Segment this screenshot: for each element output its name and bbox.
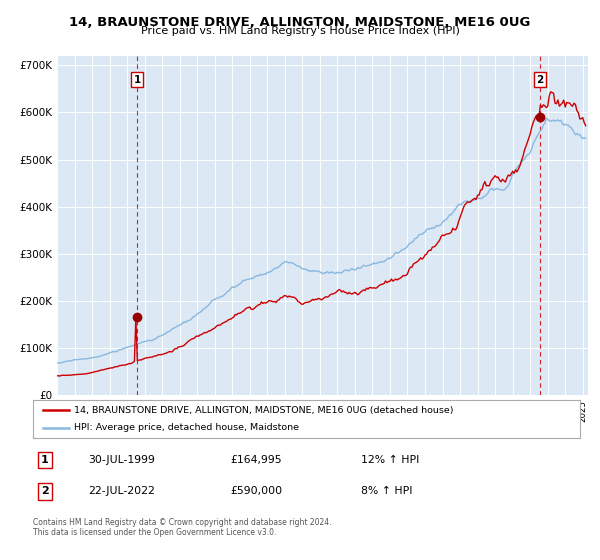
Text: 1: 1 <box>41 455 49 465</box>
Text: 14, BRAUNSTONE DRIVE, ALLINGTON, MAIDSTONE, ME16 0UG: 14, BRAUNSTONE DRIVE, ALLINGTON, MAIDSTO… <box>70 16 530 29</box>
Text: Contains HM Land Registry data © Crown copyright and database right 2024.
This d: Contains HM Land Registry data © Crown c… <box>33 518 331 538</box>
Text: 22-JUL-2022: 22-JUL-2022 <box>88 487 155 496</box>
Text: £590,000: £590,000 <box>230 487 282 496</box>
Text: £164,995: £164,995 <box>230 455 281 465</box>
Text: Price paid vs. HM Land Registry's House Price Index (HPI): Price paid vs. HM Land Registry's House … <box>140 26 460 36</box>
Text: 2: 2 <box>536 74 544 85</box>
Text: 8% ↑ HPI: 8% ↑ HPI <box>361 487 413 496</box>
Text: 1: 1 <box>134 74 141 85</box>
Text: 30-JUL-1999: 30-JUL-1999 <box>88 455 155 465</box>
Text: 2: 2 <box>41 487 49 496</box>
Text: 12% ↑ HPI: 12% ↑ HPI <box>361 455 419 465</box>
Text: 14, BRAUNSTONE DRIVE, ALLINGTON, MAIDSTONE, ME16 0UG (detached house): 14, BRAUNSTONE DRIVE, ALLINGTON, MAIDSTO… <box>74 405 454 414</box>
Text: HPI: Average price, detached house, Maidstone: HPI: Average price, detached house, Maid… <box>74 423 299 432</box>
